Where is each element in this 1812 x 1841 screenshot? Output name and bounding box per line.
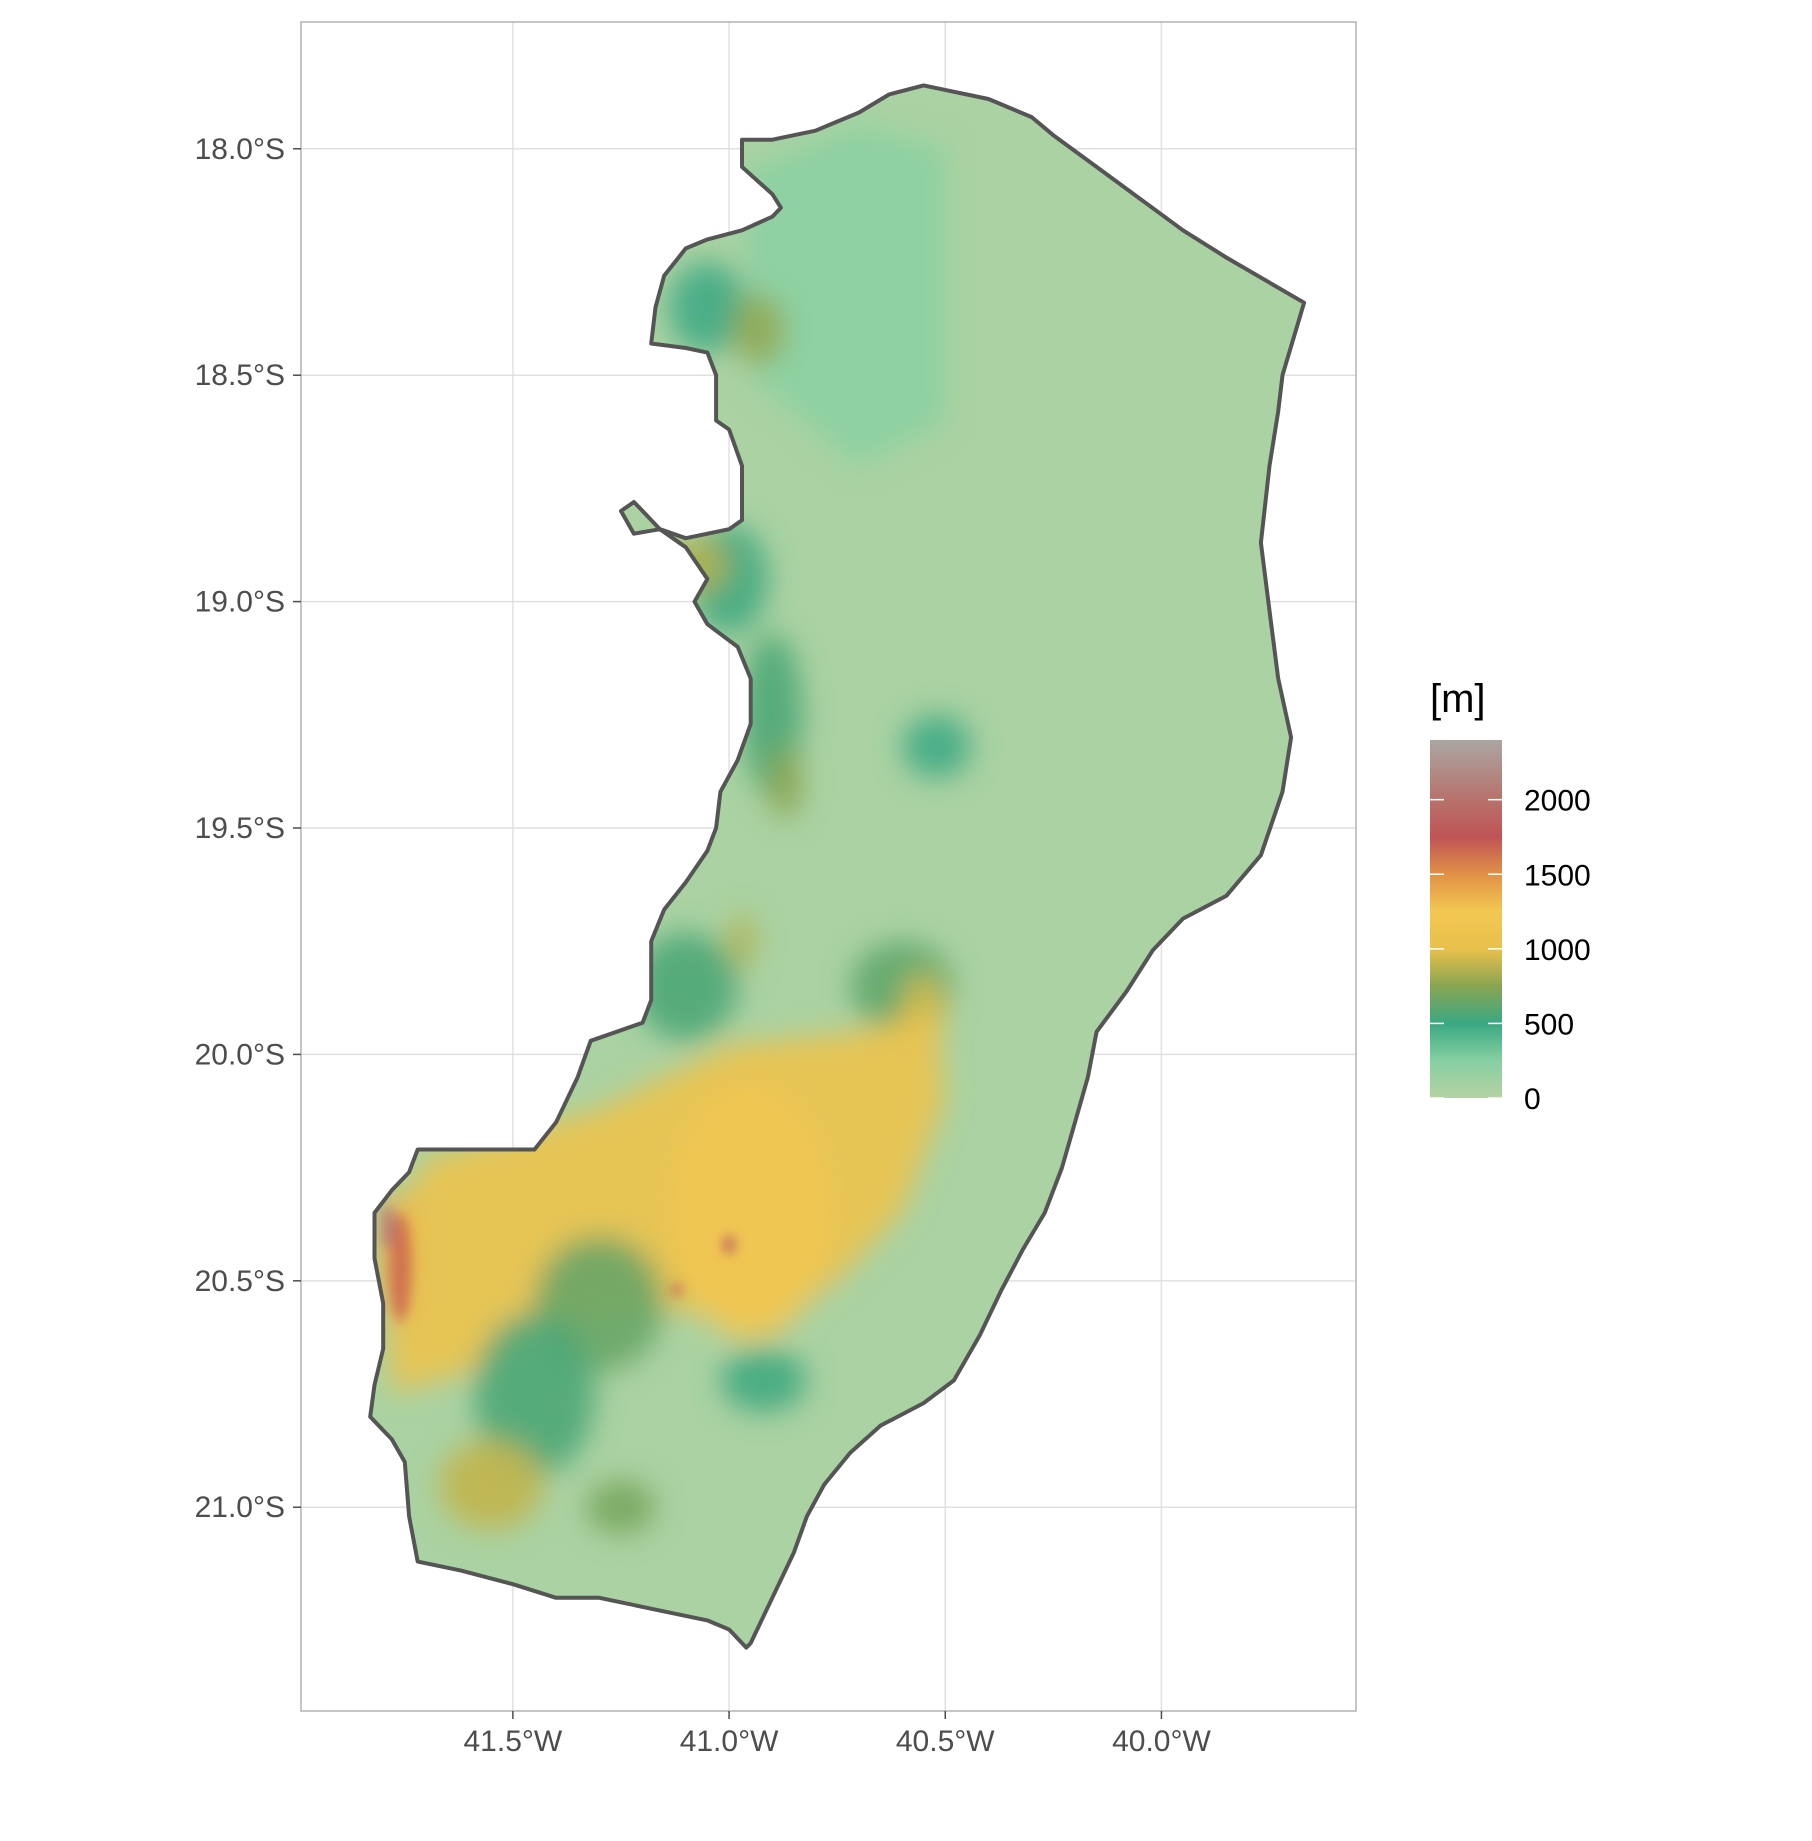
- elevation-region: [380, 1203, 394, 1250]
- legend-break-label: 1500: [1524, 859, 1591, 892]
- y-tick-label: 20.5°S: [195, 1265, 285, 1298]
- elevation-region: [767, 746, 803, 819]
- y-axis: 18.0°S 18.5°S 19.0°S 19.5°S 20.0°S 20.5°S 21.0…: [195, 133, 301, 1524]
- legend-break-label: 2000: [1524, 785, 1591, 818]
- y-tick-label: 19.5°S: [195, 812, 285, 845]
- legend-break-label: 500: [1524, 1008, 1574, 1041]
- legend-break-label: 0: [1524, 1083, 1541, 1116]
- y-tick-label: 19.0°S: [195, 586, 285, 619]
- elevation-region: [668, 261, 747, 353]
- elevation-region: [742, 126, 946, 466]
- x-tick-label: 41.0°W: [680, 1725, 779, 1758]
- legend-ticks: 0 500 1000 1500 2000: [1430, 785, 1591, 1116]
- x-tick-label: 41.5°W: [464, 1725, 563, 1758]
- x-tick-label: 40.0°W: [1112, 1725, 1211, 1758]
- elevation-region: [902, 714, 972, 779]
- legend-break-label: 1000: [1524, 934, 1591, 967]
- elevation-region: [633, 932, 738, 1041]
- elevation-region: [672, 1086, 829, 1340]
- elevation-region: [670, 1285, 684, 1295]
- elevation-region: [389, 1212, 412, 1322]
- elevation-region: [586, 1480, 656, 1535]
- elevation-region: [439, 1439, 544, 1530]
- legend-title: [m]: [1430, 677, 1486, 721]
- elevation-region: [473, 1312, 596, 1476]
- y-tick-label: 20.0°S: [195, 1038, 285, 1071]
- panel-border: [300, 21, 1357, 1712]
- y-tick-label: 18.5°S: [195, 359, 285, 392]
- legend-colorbar: [1430, 740, 1502, 1098]
- elevation-region: [733, 293, 786, 367]
- elevation-region: [722, 1235, 736, 1254]
- legend: [m] 0 500 1000 1500 2000: [1430, 677, 1591, 1116]
- x-axis: 41.5°W 41.0°W 40.5°W 40.0°W: [464, 1711, 1211, 1758]
- y-tick-label: 21.0°S: [195, 1491, 285, 1524]
- state-boundary: [368, 83, 1307, 1650]
- y-tick-label: 18.0°S: [195, 133, 285, 166]
- elevation-region: [720, 1348, 807, 1413]
- elevation-region: [729, 914, 755, 969]
- x-tick-label: 40.5°W: [896, 1725, 995, 1758]
